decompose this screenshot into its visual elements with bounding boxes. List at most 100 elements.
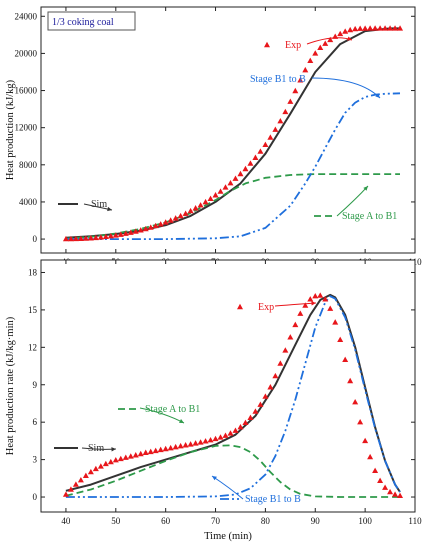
data-point [72,481,79,487]
data-point [342,28,349,34]
data-point [157,221,164,227]
annotation-stage-a-to-b1: Stage A to B1 [118,404,200,424]
data-point [162,445,169,452]
data-point [387,25,394,31]
data-point [367,453,374,460]
annotation-stage-b1-to-b: Stage B1 to B [250,74,381,99]
series-stage-b1-to-b [65,295,401,498]
legend-marker [264,41,270,48]
data-point [327,305,334,311]
data-point [167,444,174,451]
data-point [217,188,224,194]
data-point [177,442,184,449]
annotation-label: Sim [91,199,107,210]
data-point [372,467,379,474]
y-tick-label: 9 [33,380,38,390]
x-tick-label: 50 [111,516,121,526]
data-point [62,235,69,242]
data-point [222,432,229,438]
arrow-head [311,301,316,306]
data-point [362,25,369,31]
chart-title: 1/3 coking coal [52,17,114,28]
arrow-head [179,418,184,423]
data-point [282,108,289,115]
data-point [342,356,349,363]
data-point [67,486,74,492]
series-stage-a-to-b1 [65,444,400,498]
data-point [77,235,84,241]
data-point [207,436,214,443]
data-point [317,44,324,51]
data-point [287,334,294,340]
annotation-label: Stage B1 to B [250,74,306,85]
annotation-label: Stage A to B1 [145,404,200,415]
data-point [337,30,344,37]
data-point [192,205,199,211]
data-point [62,491,69,497]
data-point [272,372,279,379]
legend-marker [237,303,243,310]
data-point [302,66,309,73]
annotation-label: Exp [285,40,301,51]
data-point [377,477,384,484]
arrow-head [107,206,112,212]
data-point [292,321,299,328]
data-point [172,443,179,450]
chart-panel-2: 40 50 60 70 80 90 100 110 0 3 6 9 12 15 18 Heat product… [5,259,422,542]
series-line [65,444,400,498]
data-point [292,87,299,94]
y-tick-label: 12000 [15,123,38,133]
data-point [237,170,244,177]
data-point [187,207,194,214]
data-point [117,455,124,462]
data-point [137,450,144,457]
data-point [137,227,144,233]
annotation-exp: Exp [237,301,317,313]
x-axis-label: Time (min) [204,531,252,542]
data-point [322,296,329,302]
data-point [267,134,274,140]
data-point [227,430,234,436]
data-point [127,453,134,459]
x-tick-label: 100 [358,516,372,526]
data-point [82,235,89,241]
data-point [67,235,74,242]
x-tick-label: 110 [408,516,422,526]
data-point [102,460,109,467]
data-point [317,292,324,298]
data-point [147,448,154,455]
data-point [87,468,94,475]
data-point [157,446,164,453]
series-exp [62,25,404,242]
y-tick-label: 8000 [19,160,38,170]
data-point [382,25,389,31]
data-point [357,25,364,31]
series-stage-b1-to-b [65,92,401,241]
data-point [122,454,129,460]
data-point [72,235,79,242]
data-point [242,419,249,426]
data-point [277,360,284,366]
data-point [92,465,99,472]
data-point [122,230,129,236]
data-point [142,225,149,232]
data-point [287,98,294,104]
data-point [127,229,134,235]
data-point [167,217,174,223]
data-point [387,488,394,495]
y-axis-label: Heat production rate (kJ/kg·min) [5,316,16,455]
data-point [392,491,399,497]
series-line [65,173,400,240]
data-point [132,452,139,458]
data-point [282,347,289,353]
y-tick-label: 0 [33,234,38,244]
data-point [207,195,214,201]
data-point [377,25,384,31]
data-point [177,212,184,219]
data-point [232,175,239,181]
data-point [302,302,309,308]
data-point [312,50,319,56]
y-tick-label: 6 [33,417,38,427]
data-point [147,224,154,230]
